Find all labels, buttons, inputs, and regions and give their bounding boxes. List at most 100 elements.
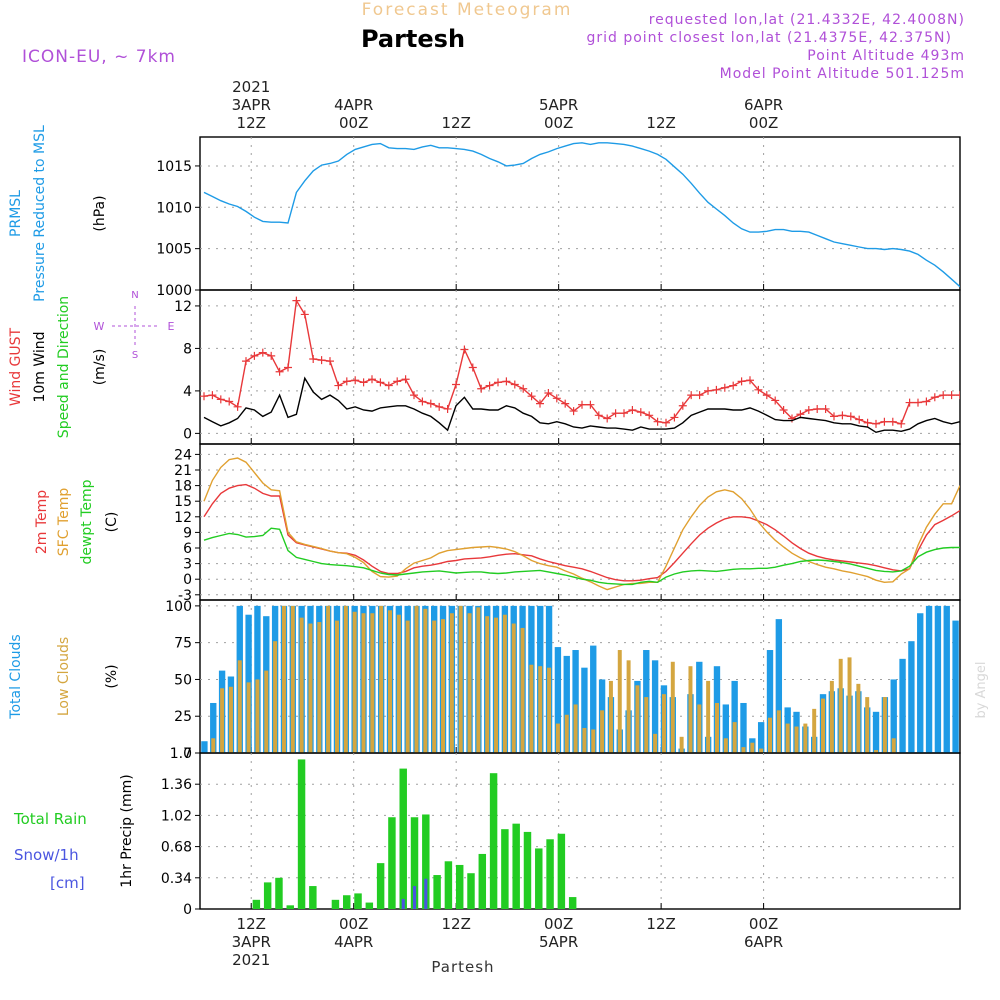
gust-marker xyxy=(771,396,780,405)
gust-marker xyxy=(603,414,612,423)
precip-legend-1: Snow/1h xyxy=(14,846,79,864)
gust-marker xyxy=(729,381,738,390)
gust-marker xyxy=(720,383,729,392)
gust-marker xyxy=(536,399,544,408)
clouds-bar-low xyxy=(891,738,896,753)
gust-marker xyxy=(872,419,880,428)
precipitation-ytick-label: 1.02 xyxy=(161,808,192,824)
precipitation-bar-rain xyxy=(309,886,317,909)
clouds-bar-low xyxy=(573,704,578,753)
clouds-bar-total xyxy=(872,711,880,753)
clouds-bar-total xyxy=(934,605,942,753)
bottom-time-label: 6APR xyxy=(744,933,783,951)
gust-marker xyxy=(905,398,914,407)
gust-marker xyxy=(695,391,704,400)
top-time-label: 12Z xyxy=(237,114,266,132)
gust-marker xyxy=(754,385,763,394)
gust-marker xyxy=(452,380,460,389)
wind-ylabel-2: Speed and Direction xyxy=(56,296,72,438)
gust-marker xyxy=(527,392,536,401)
precipitation-bar-rain xyxy=(275,877,283,909)
gust-marker xyxy=(762,391,771,400)
clouds-bar-total xyxy=(952,620,959,753)
clouds-bar-low xyxy=(803,723,808,753)
gust-marker xyxy=(359,378,368,387)
precipitation-bar-snow xyxy=(412,886,417,909)
precipitation-bar-rain xyxy=(297,759,306,909)
clouds-bar-low xyxy=(273,641,278,753)
temperature-ytick-label: 12 xyxy=(174,510,192,526)
gust-marker xyxy=(494,378,502,387)
clouds-bar-total xyxy=(775,619,783,753)
top-time-label: 00Z xyxy=(544,114,573,132)
gust-marker xyxy=(930,393,939,402)
precipitation-bar-rain xyxy=(410,817,419,909)
temperature-ytick-label: 24 xyxy=(174,447,192,463)
clouds-bar-low xyxy=(281,605,286,753)
gust-marker xyxy=(376,378,385,387)
gust-marker xyxy=(443,404,452,413)
gust-marker xyxy=(393,377,402,386)
gust-marker xyxy=(502,377,511,386)
gust-marker xyxy=(426,399,435,408)
clouds-bar-low xyxy=(750,742,755,753)
gust-marker xyxy=(838,411,847,420)
gust-marker xyxy=(712,385,721,394)
clouds-bar-low xyxy=(370,613,375,753)
clouds-bar-low xyxy=(361,613,366,753)
precipitation-ytick-label: 1.7 xyxy=(170,746,192,762)
pressure-ytick-label: 1015 xyxy=(156,159,192,175)
clouds-bar-total xyxy=(210,702,217,753)
clouds-bar-total xyxy=(890,679,897,753)
clouds-bar-low xyxy=(326,605,331,753)
compass-south: S xyxy=(132,350,138,361)
clouds-bar-low xyxy=(220,688,225,753)
clouds-bar-low xyxy=(644,697,649,753)
clouds-bar-total xyxy=(925,605,933,753)
precipitation-bar-rain xyxy=(354,893,362,909)
compass-north: N xyxy=(131,290,138,301)
clouds-bar-total xyxy=(731,680,738,753)
pressure-panel: 1000 1005 1010 1015 PRMSL Pressure Reduced to… xyxy=(8,125,961,302)
gust-marker xyxy=(292,296,301,305)
clouds-bar-low xyxy=(396,614,401,753)
gust-marker xyxy=(779,406,788,415)
gust-marker xyxy=(670,413,679,422)
gust-marker xyxy=(258,348,267,357)
gust-marker xyxy=(947,391,956,400)
clouds-bar-low xyxy=(317,622,322,753)
precipitation-bar-rain xyxy=(478,853,487,909)
clouds-bar-low xyxy=(865,697,870,753)
gust-marker xyxy=(746,376,754,385)
clouds-bar-total xyxy=(651,660,659,753)
gust-marker xyxy=(435,402,444,411)
precip-legend-0: Total Rain xyxy=(13,810,87,828)
clouds-bar-low xyxy=(414,605,419,753)
clouds-bar-low xyxy=(308,623,313,753)
gust-marker xyxy=(855,415,864,424)
bottom-time-label: 12Z xyxy=(441,915,470,933)
clouds-bar-low xyxy=(768,717,772,753)
gust-marker xyxy=(594,411,603,420)
gust-marker xyxy=(267,351,276,360)
precipitation-bar-rain xyxy=(501,829,509,909)
pressure-ylabel-2: (hPa) xyxy=(92,195,108,231)
temperature-ytick-label: 18 xyxy=(174,479,192,495)
gust-marker xyxy=(401,375,410,384)
gust-marker xyxy=(897,419,906,428)
precipitation-ytick-label: 0.68 xyxy=(161,840,192,856)
precipitation-bar-rain xyxy=(455,864,464,909)
clouds-data xyxy=(201,605,959,753)
clouds-bar-low xyxy=(829,680,834,753)
clouds-bar-low xyxy=(714,702,719,753)
pressure-ytick-label: 1005 xyxy=(156,242,192,258)
gust-marker xyxy=(678,401,687,410)
gust-marker xyxy=(586,400,595,409)
precipitation-bar-snow xyxy=(401,898,405,909)
clouds-bar-low xyxy=(776,710,781,753)
point-altitude: Point Altitude 493m xyxy=(807,48,965,64)
chart-subtitle: Forecast Meteogram xyxy=(362,0,573,20)
gust-marker xyxy=(956,391,960,400)
clouds-bar-total xyxy=(757,722,765,753)
